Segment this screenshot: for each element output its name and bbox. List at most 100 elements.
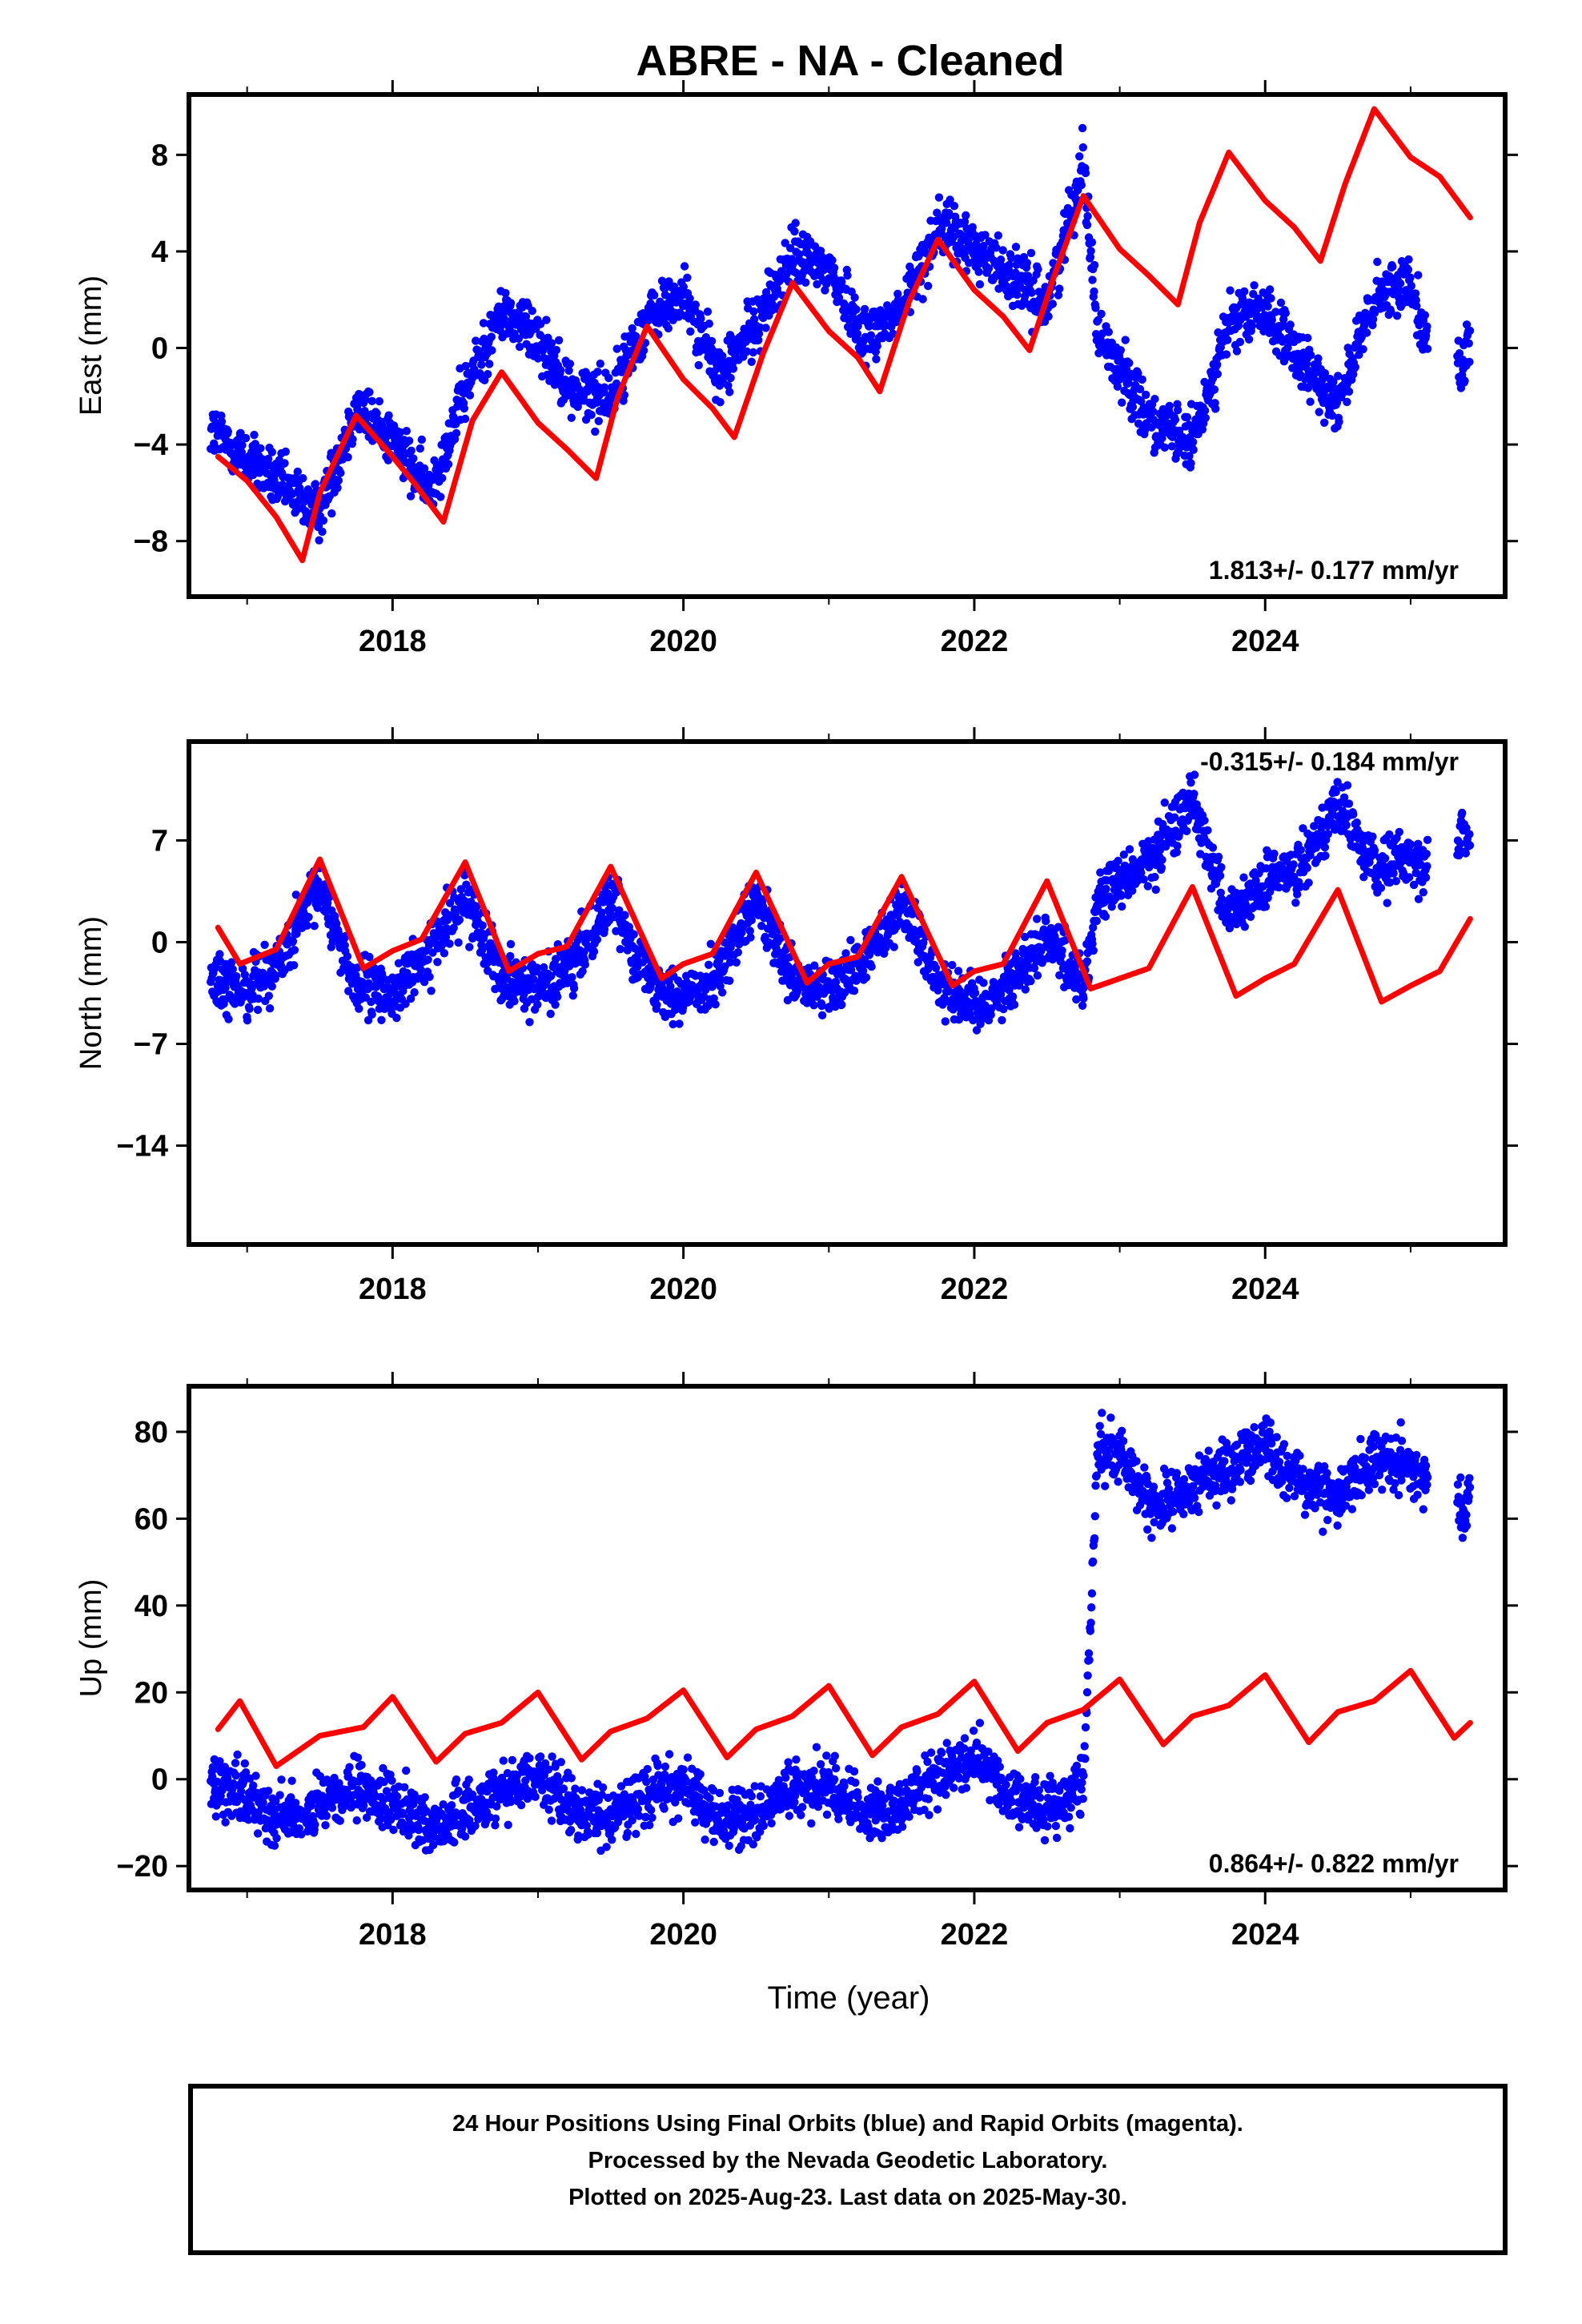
x-tick-label: 2024 <box>1231 625 1299 658</box>
data-point <box>333 484 342 493</box>
data-point <box>979 241 988 251</box>
data-point <box>1254 294 1263 304</box>
data-point <box>1173 405 1182 415</box>
data-point <box>452 428 461 438</box>
data-point <box>409 454 418 463</box>
data-point <box>1222 350 1231 359</box>
data-point <box>975 279 985 289</box>
data-point <box>1170 813 1179 822</box>
data-point <box>336 468 345 477</box>
data-point <box>846 965 856 975</box>
data-point <box>506 939 516 949</box>
data-point <box>1215 871 1225 880</box>
data-point <box>1335 417 1343 426</box>
data-point <box>1299 824 1307 833</box>
data-point <box>945 208 954 218</box>
data-point <box>1021 292 1030 301</box>
data-points <box>207 770 1475 1035</box>
data-point <box>1214 328 1223 337</box>
data-point <box>867 962 876 971</box>
x-tick-label: 2024 <box>1231 1273 1299 1306</box>
data-point <box>485 360 494 368</box>
data-point <box>1266 285 1275 294</box>
data-point <box>372 408 381 418</box>
data-point <box>564 366 573 375</box>
data-point <box>615 906 624 915</box>
data-point <box>233 1750 242 1759</box>
data-point <box>546 1009 555 1019</box>
data-point <box>1189 445 1198 454</box>
data-point <box>1289 860 1298 869</box>
data-point <box>1174 829 1184 838</box>
data-point <box>243 1015 252 1025</box>
data-point <box>384 411 393 420</box>
data-point <box>733 948 742 957</box>
data-point <box>1380 854 1390 863</box>
data-point <box>1173 842 1182 850</box>
data-point <box>1081 168 1090 178</box>
data-point <box>1412 302 1421 311</box>
data-point <box>1104 328 1114 336</box>
data-point <box>872 355 881 364</box>
data-point <box>221 983 230 992</box>
data-point <box>271 1796 280 1806</box>
data-point <box>657 276 667 285</box>
data-point <box>367 1010 376 1019</box>
data-point <box>837 1000 846 1009</box>
data-point <box>553 992 562 1001</box>
data-point <box>420 464 429 473</box>
data-point <box>327 509 336 518</box>
data-point <box>215 950 224 959</box>
data-point <box>817 1001 826 1011</box>
data-point <box>1320 842 1330 852</box>
data-point <box>597 908 606 917</box>
plot-area <box>207 770 1475 1035</box>
data-point <box>267 982 276 991</box>
data-point <box>1078 123 1087 133</box>
data-point <box>1160 443 1170 452</box>
data-point <box>1128 887 1137 895</box>
data-point <box>377 1015 386 1025</box>
data-point <box>1007 254 1016 263</box>
data-point <box>425 972 434 982</box>
data-point <box>449 923 458 932</box>
data-point <box>1395 279 1405 288</box>
data-point <box>1088 939 1097 948</box>
data-point <box>1030 963 1039 973</box>
y-axis-label: North (mm) <box>74 916 108 1070</box>
data-point <box>417 435 426 444</box>
data-point <box>1121 336 1130 344</box>
data-point <box>1406 273 1415 282</box>
plot-frame <box>187 739 1508 1247</box>
data-point <box>629 930 638 939</box>
data-point <box>1055 284 1064 293</box>
data-point <box>1421 873 1431 883</box>
data-point <box>1026 248 1036 258</box>
data-point <box>1270 849 1279 858</box>
data-point <box>1411 289 1420 298</box>
data-point <box>726 373 735 383</box>
data-point <box>976 1019 985 1028</box>
data-point <box>1120 861 1130 870</box>
data-point <box>1423 862 1431 870</box>
data-point <box>1091 304 1100 312</box>
data-point <box>1078 143 1088 152</box>
data-point <box>500 314 508 323</box>
data-point <box>1034 265 1042 274</box>
data-point <box>754 329 764 338</box>
data-point <box>706 939 715 949</box>
data-point <box>239 1777 248 1786</box>
data-point <box>924 281 933 291</box>
y-tick-label: 0 <box>151 1763 168 1797</box>
data-point <box>542 316 551 324</box>
data-point <box>1086 252 1095 262</box>
data-point <box>1263 302 1272 311</box>
data-point <box>817 1011 827 1020</box>
data-point <box>547 971 556 981</box>
data-point <box>694 360 703 370</box>
data-point <box>1283 880 1293 889</box>
data-point <box>1422 850 1431 858</box>
data-point <box>1119 850 1129 859</box>
y-tick-label: 40 <box>135 1590 168 1623</box>
